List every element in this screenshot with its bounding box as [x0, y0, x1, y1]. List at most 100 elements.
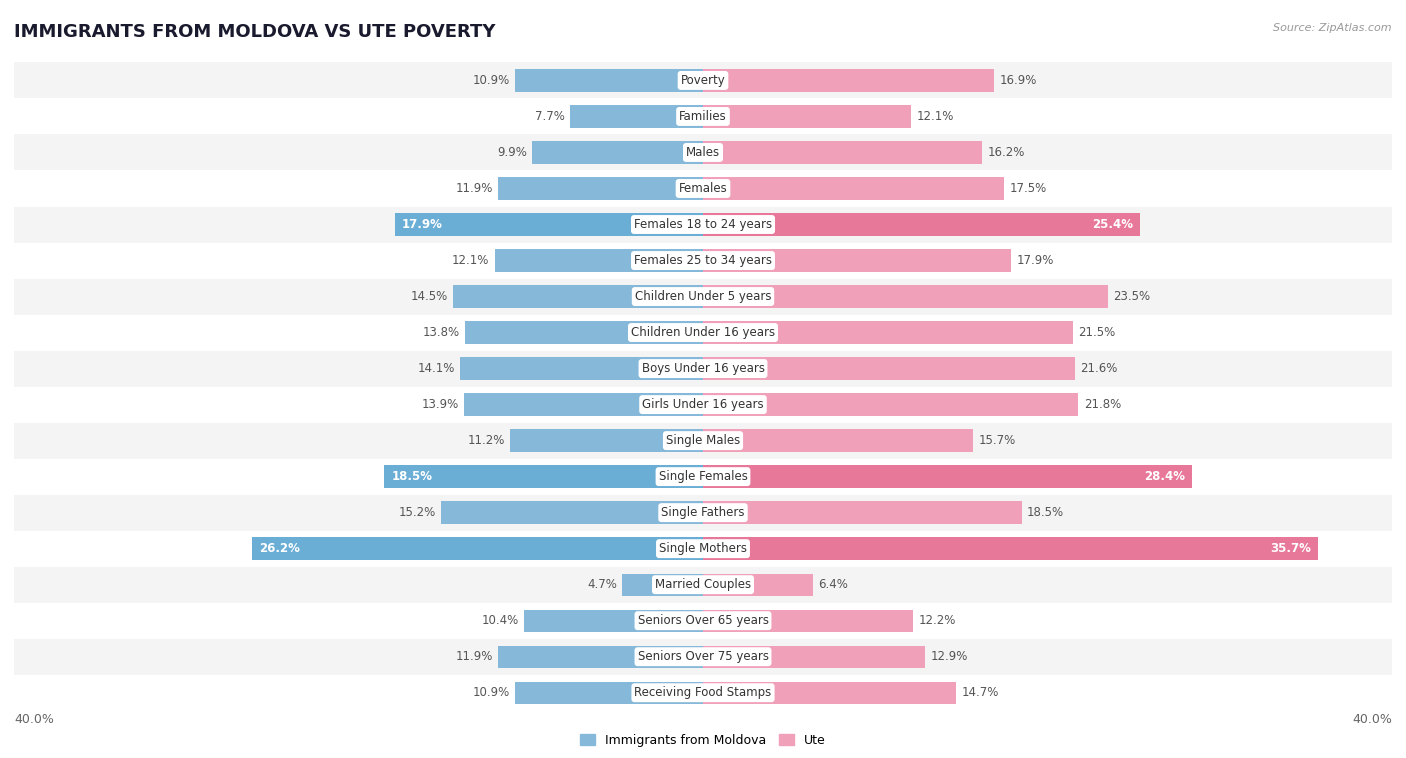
Text: Females 18 to 24 years: Females 18 to 24 years	[634, 218, 772, 231]
Text: 17.5%: 17.5%	[1010, 182, 1047, 195]
Bar	[441, 502, 703, 524]
Text: 23.5%: 23.5%	[1114, 290, 1150, 303]
Text: Receiving Food Stamps: Receiving Food Stamps	[634, 686, 772, 699]
Bar	[252, 537, 703, 560]
Text: 12.1%: 12.1%	[917, 110, 953, 123]
Bar	[703, 141, 981, 164]
Bar	[533, 141, 703, 164]
Bar	[703, 177, 1004, 199]
Bar	[14, 675, 1392, 711]
Text: Single Fathers: Single Fathers	[661, 506, 745, 519]
Text: Seniors Over 75 years: Seniors Over 75 years	[637, 650, 769, 663]
Text: Source: ZipAtlas.com: Source: ZipAtlas.com	[1274, 23, 1392, 33]
Text: Children Under 5 years: Children Under 5 years	[634, 290, 772, 303]
Bar	[14, 495, 1392, 531]
Text: 7.7%: 7.7%	[536, 110, 565, 123]
Bar	[498, 646, 703, 668]
Bar	[464, 393, 703, 415]
Bar	[703, 465, 1192, 488]
Text: 10.4%: 10.4%	[481, 614, 519, 627]
Bar	[14, 387, 1392, 423]
Text: 17.9%: 17.9%	[1017, 254, 1054, 267]
Bar	[703, 681, 956, 704]
Text: 21.6%: 21.6%	[1080, 362, 1118, 375]
Text: 12.1%: 12.1%	[453, 254, 489, 267]
Bar	[14, 171, 1392, 206]
Bar	[14, 603, 1392, 639]
Bar	[460, 358, 703, 380]
Text: 12.9%: 12.9%	[931, 650, 967, 663]
Bar	[703, 574, 813, 596]
Bar	[703, 537, 1317, 560]
Text: 4.7%: 4.7%	[588, 578, 617, 591]
Bar	[515, 69, 703, 92]
Text: Boys Under 16 years: Boys Under 16 years	[641, 362, 765, 375]
Text: 16.9%: 16.9%	[1000, 74, 1036, 87]
Text: 40.0%: 40.0%	[1353, 713, 1392, 725]
Text: Married Couples: Married Couples	[655, 578, 751, 591]
Bar	[14, 278, 1392, 315]
Legend: Immigrants from Moldova, Ute: Immigrants from Moldova, Ute	[575, 729, 831, 752]
Text: Females: Females	[679, 182, 727, 195]
Bar	[571, 105, 703, 127]
Text: IMMIGRANTS FROM MOLDOVA VS UTE POVERTY: IMMIGRANTS FROM MOLDOVA VS UTE POVERTY	[14, 23, 495, 41]
Text: Single Males: Single Males	[666, 434, 740, 447]
Text: Poverty: Poverty	[681, 74, 725, 87]
Text: 12.2%: 12.2%	[918, 614, 956, 627]
Bar	[703, 646, 925, 668]
Text: 18.5%: 18.5%	[391, 470, 432, 483]
Text: 14.7%: 14.7%	[962, 686, 998, 699]
Text: Girls Under 16 years: Girls Under 16 years	[643, 398, 763, 411]
Text: Single Mothers: Single Mothers	[659, 542, 747, 555]
Text: 18.5%: 18.5%	[1026, 506, 1064, 519]
Text: 11.9%: 11.9%	[456, 650, 494, 663]
Text: 15.7%: 15.7%	[979, 434, 1015, 447]
Bar	[703, 609, 912, 632]
Bar	[703, 249, 1011, 271]
Bar	[14, 243, 1392, 278]
Bar	[495, 249, 703, 271]
Bar	[703, 502, 1022, 524]
Text: 21.5%: 21.5%	[1078, 326, 1116, 339]
Text: Children Under 16 years: Children Under 16 years	[631, 326, 775, 339]
Text: 10.9%: 10.9%	[472, 686, 510, 699]
Bar	[703, 285, 1108, 308]
Bar	[621, 574, 703, 596]
Bar	[703, 393, 1078, 415]
Bar	[703, 321, 1073, 343]
Text: Seniors Over 65 years: Seniors Over 65 years	[637, 614, 769, 627]
Bar	[395, 213, 703, 236]
Bar	[14, 99, 1392, 134]
Bar	[14, 62, 1392, 99]
Text: 16.2%: 16.2%	[987, 146, 1025, 159]
Bar	[498, 177, 703, 199]
Bar	[703, 430, 973, 452]
Text: 11.2%: 11.2%	[468, 434, 505, 447]
Bar	[703, 69, 994, 92]
Text: 21.8%: 21.8%	[1084, 398, 1121, 411]
Bar	[14, 459, 1392, 495]
Text: Females 25 to 34 years: Females 25 to 34 years	[634, 254, 772, 267]
Bar	[14, 639, 1392, 675]
Text: 11.9%: 11.9%	[456, 182, 494, 195]
Bar	[703, 105, 911, 127]
Text: 15.2%: 15.2%	[399, 506, 436, 519]
Bar	[524, 609, 703, 632]
Text: Families: Families	[679, 110, 727, 123]
Bar	[453, 285, 703, 308]
Bar	[703, 358, 1076, 380]
Bar	[510, 430, 703, 452]
Text: 10.9%: 10.9%	[472, 74, 510, 87]
Text: 6.4%: 6.4%	[818, 578, 848, 591]
Text: 35.7%: 35.7%	[1270, 542, 1310, 555]
Text: 9.9%: 9.9%	[498, 146, 527, 159]
Bar	[14, 206, 1392, 243]
Text: 25.4%: 25.4%	[1092, 218, 1133, 231]
Text: 28.4%: 28.4%	[1144, 470, 1185, 483]
Text: 13.9%: 13.9%	[422, 398, 458, 411]
Text: 13.8%: 13.8%	[423, 326, 460, 339]
Bar	[515, 681, 703, 704]
Bar	[14, 423, 1392, 459]
Text: 40.0%: 40.0%	[14, 713, 53, 725]
Text: Males: Males	[686, 146, 720, 159]
